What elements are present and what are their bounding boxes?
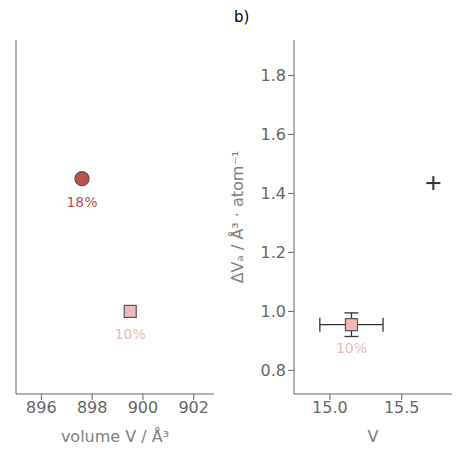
svg-text:1.0: 1.0 (261, 302, 286, 321)
svg-text:902: 902 (178, 398, 209, 417)
svg-text:900: 900 (128, 398, 159, 417)
svg-text:ΔVₐ / Å³ · atom⁻¹: ΔVₐ / Å³ · atom⁻¹ (228, 151, 247, 284)
svg-text:1.2: 1.2 (261, 243, 286, 262)
svg-text:1.4: 1.4 (261, 184, 286, 203)
svg-text:10%: 10% (336, 340, 367, 356)
svg-text:0.8: 0.8 (261, 361, 286, 380)
html-text:b): b) (234, 8, 250, 26)
svg-text:1.8: 1.8 (261, 66, 286, 85)
svg-text:896: 896 (26, 398, 57, 417)
svg-text:volume V / Å³: volume V / Å³ (61, 427, 169, 446)
svg-text:V: V (368, 427, 379, 446)
svg-text:15.0: 15.0 (312, 398, 348, 417)
svg-text:898: 898 (77, 398, 108, 417)
svg-text:10%: 10% (115, 326, 146, 342)
svg-text:1.6: 1.6 (261, 125, 286, 144)
svg-text:18%: 18% (66, 194, 97, 210)
svg-text:15.5: 15.5 (384, 398, 420, 417)
